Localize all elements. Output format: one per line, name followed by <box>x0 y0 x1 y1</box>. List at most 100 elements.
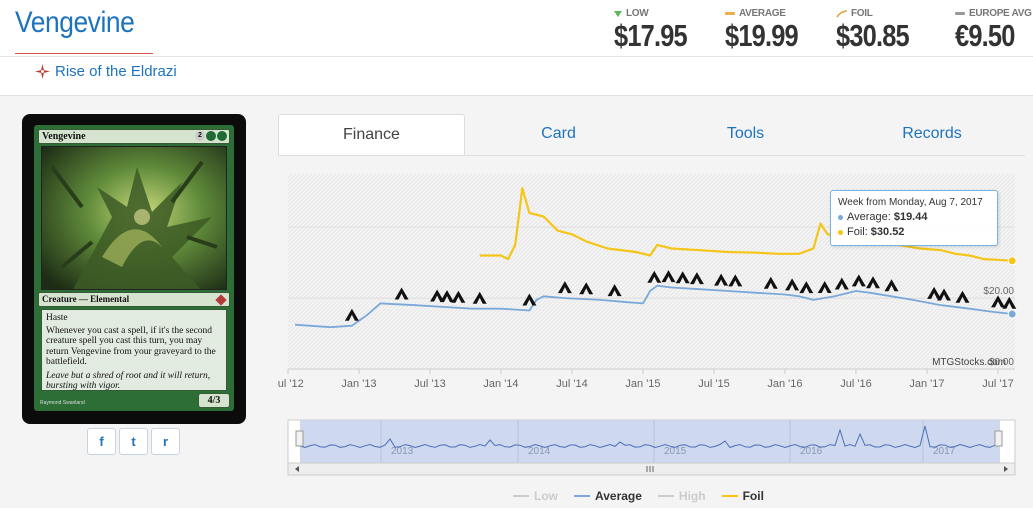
legend-foil[interactable]: Foil <box>721 489 764 503</box>
tab-bar-divider <box>278 155 1025 156</box>
chart-event-markers <box>344 270 1017 321</box>
marker-glyph <box>522 293 537 306</box>
set-release-marker-icon <box>991 295 1005 308</box>
card-text-box: Haste Whenever you cast a spell, if it's… <box>41 309 227 391</box>
facebook-icon: f <box>99 434 104 449</box>
card-name-bar: Vengevine 2 <box>38 129 230 144</box>
marker-glyph <box>834 277 849 290</box>
tab-finance[interactable]: Finance <box>278 114 465 156</box>
navigator-year-labels: 2013 2014 2015 2016 2017 <box>380 420 956 463</box>
card-title: Vengevine <box>15 6 135 39</box>
chart-navigator: 2013 2014 2015 2016 2017 <box>287 419 1016 476</box>
navigator-year-label: 2014 <box>528 446 551 457</box>
card-type-text: Creature — Elemental <box>42 294 130 304</box>
tab-card[interactable]: Card <box>541 125 576 142</box>
marker-glyph <box>451 290 466 303</box>
set-release-marker-icon <box>799 281 814 294</box>
marker-glyph <box>714 273 729 286</box>
price-low-label: LOW <box>626 8 649 19</box>
marker-glyph <box>675 271 690 284</box>
marker-glyph <box>607 284 622 297</box>
twitter-share-button[interactable]: t <box>119 428 148 455</box>
set-release-marker-icon <box>884 279 899 292</box>
tab-bar: Finance Card Tools Records <box>278 114 1025 156</box>
tab-records[interactable]: Records <box>902 125 962 142</box>
price-chart[interactable]: Jul '12 Jan '13 Jul '13 Jan '14 Jul '14 Jan '… <box>278 156 1025 508</box>
set-release-marker-icon <box>955 290 970 303</box>
set-release-marker-icon <box>834 277 849 290</box>
set-link[interactable]: Rise of the Eldrazi <box>35 63 177 80</box>
legend-foil-swatch <box>721 495 738 497</box>
average-bar-icon <box>725 12 735 15</box>
price-europe: EUROPE AVG €9.50 <box>955 8 1032 54</box>
marker-glyph <box>937 288 951 301</box>
chart-y-axis: $20.00 $0.00 <box>983 286 1014 368</box>
card-artist-credit: Raymond Swanland <box>40 400 85 406</box>
set-release-marker-icon <box>1002 296 1017 309</box>
x-tick-label: Jan '14 <box>483 378 518 390</box>
chart-x-axis: Jul '12 Jan '13 Jul '13 Jan '14 Jul '14 Jan '… <box>278 368 1015 390</box>
x-tick-label: Jul '14 <box>556 378 587 390</box>
tab-tools[interactable]: Tools <box>726 125 765 142</box>
set-release-marker-icon <box>647 270 662 283</box>
card-art <box>41 146 227 290</box>
x-tick-label: Jul '17 <box>982 378 1013 390</box>
series-end-point-foil <box>1007 256 1017 266</box>
set-release-marker-icon <box>937 288 951 301</box>
tooltip-foil-row: Foil: $30.52 <box>838 226 990 238</box>
card-rules-text: Whenever you cast a spell, if it's the s… <box>46 325 216 368</box>
scroll-left-arrow-icon <box>295 466 299 472</box>
y-tick-label: $20.00 <box>983 286 1014 297</box>
x-tick-label: Jul '13 <box>414 378 445 390</box>
scrollbar-grip-icon <box>646 466 654 472</box>
marker-glyph <box>851 274 866 287</box>
price-average-label: AVERAGE <box>739 8 786 19</box>
price-low-label-row: LOW <box>614 8 703 19</box>
chart-watermark: MTGStocks.com <box>932 357 1006 368</box>
price-low: LOW $17.95 <box>614 8 703 54</box>
set-symbol-icon <box>35 64 50 79</box>
facebook-share-button[interactable]: f <box>87 428 116 455</box>
reddit-share-button[interactable]: r <box>151 428 180 455</box>
marker-glyph <box>817 281 832 293</box>
legend-average[interactable]: Average <box>574 489 642 503</box>
legend-low-label: Low <box>534 489 558 503</box>
set-release-marker-icon <box>728 274 743 287</box>
legend-low[interactable]: Low <box>513 489 558 503</box>
marker-glyph <box>763 276 778 289</box>
marker-glyph <box>927 286 942 299</box>
marker-glyph <box>472 291 487 304</box>
average-dot-icon <box>838 214 843 220</box>
set-release-marker-icon <box>579 282 594 295</box>
price-foil-label-row: FOIL <box>836 8 925 19</box>
mana-green-icon <box>206 131 216 141</box>
x-tick-label: Jan '17 <box>909 378 944 390</box>
legend-average-swatch <box>574 495 590 497</box>
price-foil-label: FOIL <box>851 8 873 19</box>
price-europe-label-row: EUROPE AVG <box>955 8 1032 19</box>
marker-glyph <box>785 278 800 291</box>
legend-high-label: High <box>678 489 706 503</box>
tooltip-average-value: $19.44 <box>893 211 928 223</box>
x-tick-label: Jan '16 <box>767 378 802 390</box>
europe-bar-icon <box>955 12 965 15</box>
navigator-scrollbar <box>287 462 1016 476</box>
price-europe-label: EUROPE AVG <box>969 8 1032 19</box>
chart-tooltip: Week from Monday, Aug 7, 2017 Average: $1… <box>830 190 998 246</box>
scroll-right-arrow-icon <box>1004 466 1008 472</box>
set-release-marker-icon <box>817 281 832 293</box>
marker-glyph <box>647 270 662 283</box>
tooltip-foil-label: Foil: <box>847 226 868 238</box>
tooltip-title: Week from Monday, Aug 7, 2017 <box>838 197 983 208</box>
price-europe-value: €9.50 <box>955 18 1015 53</box>
legend-high[interactable]: High <box>657 489 706 503</box>
card-flavor-text: Leave but a shred of root and it will re… <box>46 370 211 392</box>
set-release-marker-icon <box>714 273 729 286</box>
twitter-icon: t <box>131 434 136 449</box>
navigator-right-handle <box>994 430 1003 447</box>
legend-low-swatch <box>513 495 529 497</box>
card-image[interactable]: Vengevine 2 <box>22 114 246 424</box>
price-average-value: $19.99 <box>725 18 799 53</box>
marker-glyph <box>344 308 359 321</box>
card-set-symbol-icon <box>215 294 227 306</box>
